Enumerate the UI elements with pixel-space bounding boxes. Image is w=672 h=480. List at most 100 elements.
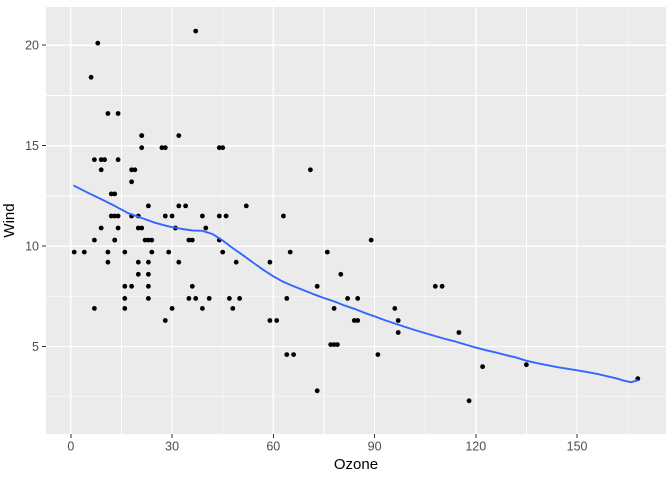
data-point xyxy=(243,203,249,209)
data-point xyxy=(162,145,168,151)
x-tick-label: 30 xyxy=(165,440,179,454)
y-tick-label: 20 xyxy=(25,39,39,53)
data-point xyxy=(98,167,104,173)
data-point xyxy=(287,249,293,255)
data-point xyxy=(115,157,121,163)
y-axis-tick-labels: 5 10 15 20 xyxy=(25,39,39,354)
data-point xyxy=(395,330,401,335)
data-point xyxy=(146,271,151,277)
data-point xyxy=(102,157,107,163)
data-point xyxy=(284,352,290,357)
data-point xyxy=(466,398,472,404)
y-tick-label: 10 xyxy=(25,240,39,254)
x-tick-label: 0 xyxy=(67,440,74,454)
scatter-points xyxy=(71,28,641,404)
data-point xyxy=(267,259,273,265)
data-point xyxy=(176,259,182,265)
data-point xyxy=(284,296,290,301)
data-point xyxy=(216,145,222,151)
x-tick-label: 150 xyxy=(567,440,588,454)
data-point xyxy=(135,225,141,231)
data-point xyxy=(115,225,121,231)
data-point xyxy=(129,283,135,289)
data-point xyxy=(139,225,145,231)
data-point xyxy=(524,362,529,368)
data-point xyxy=(368,237,374,243)
data-point xyxy=(291,352,296,357)
data-point xyxy=(314,388,320,394)
data-point xyxy=(456,330,462,335)
data-point xyxy=(135,271,141,277)
data-point xyxy=(115,111,121,116)
data-point xyxy=(186,296,192,301)
data-point xyxy=(355,296,361,301)
data-point xyxy=(169,306,175,311)
data-point xyxy=(122,283,128,289)
data-point xyxy=(146,283,151,289)
data-point xyxy=(71,249,77,255)
data-point xyxy=(439,283,445,289)
data-point xyxy=(281,213,286,219)
data-point xyxy=(98,225,104,231)
data-point xyxy=(432,283,438,289)
data-point xyxy=(328,342,334,347)
data-point xyxy=(237,296,243,301)
data-point xyxy=(335,342,340,347)
data-point xyxy=(98,157,104,163)
data-point xyxy=(129,167,135,173)
data-point xyxy=(186,237,192,243)
data-point xyxy=(189,237,195,243)
data-point xyxy=(308,167,313,173)
x-axis-title: Ozone xyxy=(334,456,378,473)
data-point xyxy=(142,237,148,243)
loess-smooth-line xyxy=(73,184,639,384)
data-point xyxy=(92,237,97,243)
x-tick-label: 90 xyxy=(368,440,382,454)
data-point xyxy=(105,259,111,265)
data-point xyxy=(220,249,226,255)
data-point xyxy=(355,318,361,323)
x-tick-label: 120 xyxy=(465,440,486,454)
data-point xyxy=(149,249,155,255)
data-point xyxy=(122,306,128,311)
x-tick-label: 60 xyxy=(266,440,280,454)
data-point xyxy=(274,318,280,323)
data-point xyxy=(105,249,111,255)
data-point xyxy=(135,259,141,265)
data-point xyxy=(88,74,94,80)
data-point xyxy=(345,296,350,301)
data-point xyxy=(314,283,320,289)
data-point xyxy=(480,364,485,370)
data-point xyxy=(206,296,212,301)
data-point xyxy=(108,191,114,197)
data-point xyxy=(129,179,135,185)
data-point xyxy=(230,306,236,311)
data-point xyxy=(331,306,337,311)
data-point xyxy=(162,213,168,219)
data-point xyxy=(146,203,151,209)
data-point xyxy=(193,296,199,301)
data-point xyxy=(395,318,401,323)
data-point xyxy=(176,133,182,139)
data-point xyxy=(132,167,138,173)
data-point xyxy=(200,213,205,219)
data-point xyxy=(166,249,172,255)
axis-tick-marks xyxy=(42,44,578,438)
data-point xyxy=(200,306,205,311)
data-point xyxy=(203,225,209,231)
data-point xyxy=(146,259,151,265)
data-point xyxy=(146,296,151,301)
data-point xyxy=(176,203,182,209)
data-point xyxy=(108,213,114,219)
data-point xyxy=(81,249,87,255)
data-point xyxy=(122,249,128,255)
data-point xyxy=(189,283,195,289)
data-point xyxy=(105,111,111,116)
data-point xyxy=(169,213,175,219)
data-point xyxy=(338,271,344,277)
y-axis-title: Wind xyxy=(1,203,18,237)
data-point xyxy=(112,237,118,243)
data-point xyxy=(331,342,337,347)
data-point xyxy=(146,237,151,243)
